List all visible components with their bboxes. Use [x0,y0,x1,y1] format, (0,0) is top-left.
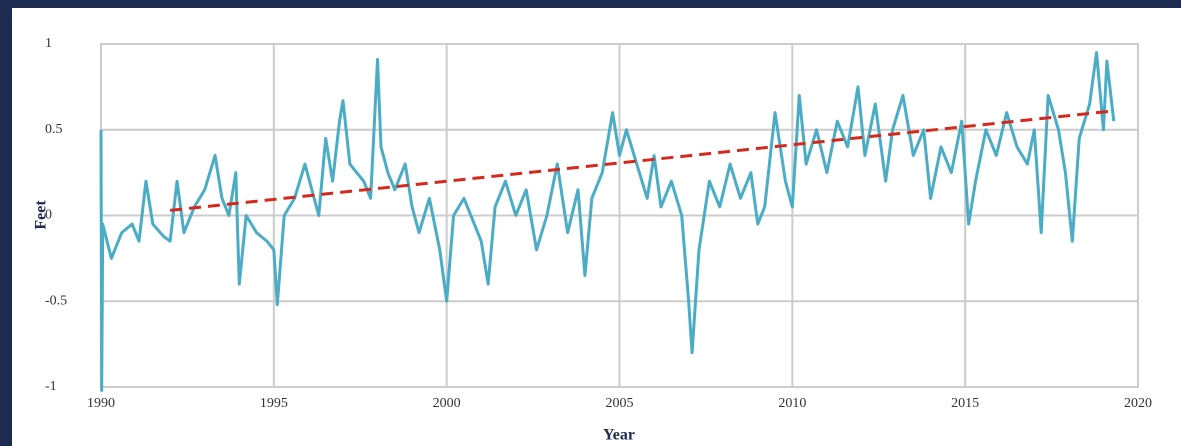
y-tick-label: 0.5 [45,122,63,137]
trend-line [169,109,1114,212]
chart: Year Feet -1 -0.5 0 0.5 1 1990 1995 2000 2005 201… [33,36,1152,444]
data-line [99,51,1116,392]
y-tick-label: 1 [45,36,52,51]
chart-frame: Year Feet -1 -0.5 0 0.5 1 1990 1995 2000 2005 201… [12,8,1181,446]
x-tick-label: 2015 [951,396,979,411]
y-tick-label: -1 [45,379,57,394]
y-tick-label: -0.5 [45,293,67,308]
y-tick-label: 0 [45,208,52,223]
x-tick-label: 1990 [87,396,115,411]
x-tick-label: 2005 [606,396,634,411]
y-axis-title: Feet [33,200,50,230]
x-tick-label: 2020 [1124,396,1152,411]
x-tick-label: 2010 [778,396,806,411]
x-axis-title: Year [603,427,635,444]
x-tick-label: 2000 [433,396,461,411]
x-tick-label: 1995 [260,396,288,411]
